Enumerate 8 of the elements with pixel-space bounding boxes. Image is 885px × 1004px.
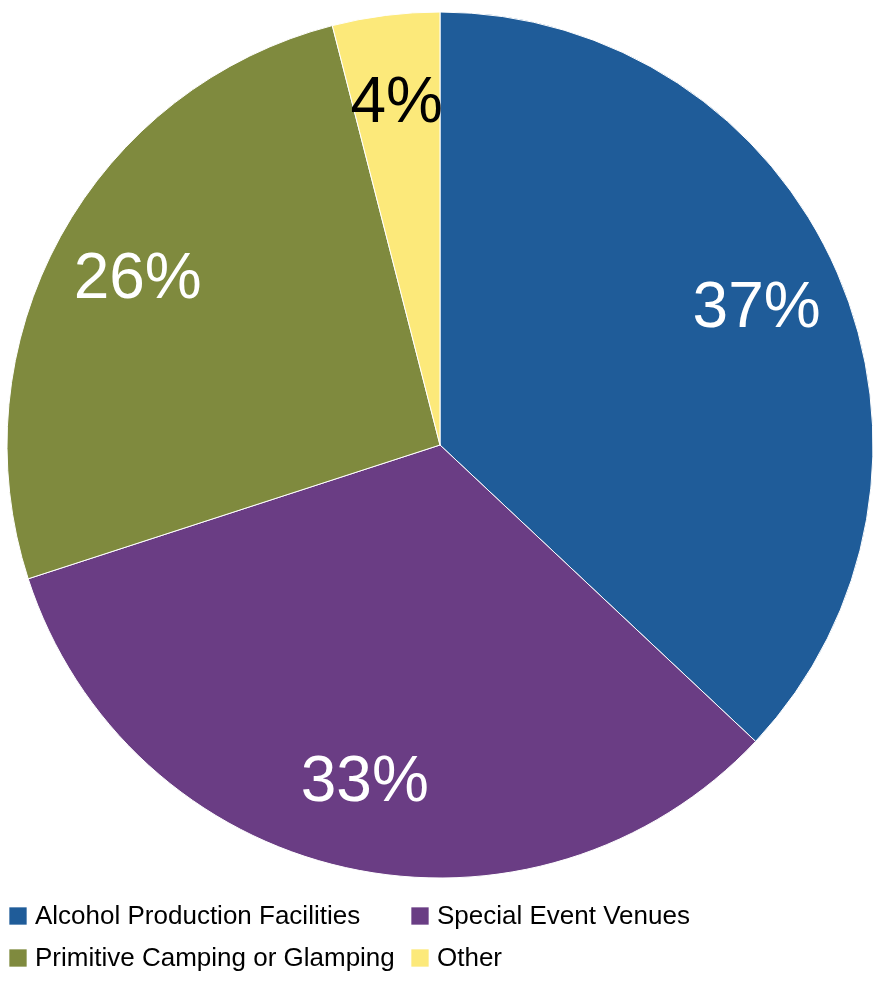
legend-label: Primitive Camping or Glamping — [35, 942, 395, 972]
legend-label: Other — [437, 942, 503, 972]
data-label: 26% — [73, 239, 202, 312]
legend-label: Special Event Venues — [437, 900, 690, 930]
data-label: 37% — [692, 268, 821, 341]
legend-label: Alcohol Production Facilities — [35, 900, 361, 930]
data-label: 33% — [300, 742, 429, 815]
data-label: 4% — [350, 63, 444, 136]
